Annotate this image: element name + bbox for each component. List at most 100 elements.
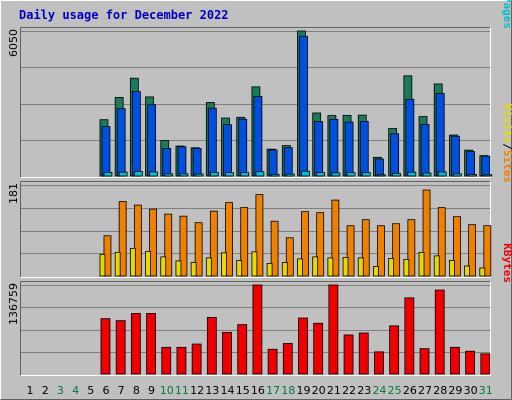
bar-sites (179, 215, 188, 277)
x-tick-label: 27 (418, 384, 432, 397)
bar-pages (392, 173, 402, 177)
bar-files (147, 104, 156, 177)
bar-visits (479, 267, 486, 277)
bar-pages (483, 174, 493, 177)
bar-visits (99, 253, 106, 277)
bar-pages (437, 171, 447, 177)
bar-pages (164, 173, 174, 177)
bar-files (390, 133, 400, 177)
bar-sites (392, 223, 401, 277)
bar-visits (145, 250, 151, 277)
bar-kbytes (237, 324, 248, 375)
bar-sites (225, 202, 233, 277)
legend-sites: Sites (501, 150, 512, 183)
bar-visits (388, 258, 395, 277)
chart-panels: 6050 Hits/Files/Pages 181 Visits/Sites 13675… (7, 0, 512, 376)
bar-visits (190, 262, 197, 277)
bar-kbytes (252, 284, 263, 375)
bar-visits (205, 257, 212, 277)
bar-sites (240, 207, 249, 277)
x-tick-label: 29 (448, 384, 462, 397)
bar-sites (164, 213, 173, 277)
bar-sites (149, 208, 157, 277)
x-tick-label: 26 (403, 384, 417, 397)
bar-kbytes (313, 322, 324, 375)
bar-files (131, 91, 141, 177)
bar-visits (373, 266, 379, 277)
bar-pages (285, 173, 295, 177)
bar-visits (175, 260, 182, 277)
legend: Hits/Files/Pages (501, 0, 512, 29)
bar-pages (453, 173, 462, 177)
legend-pages: Pages (501, 0, 512, 29)
bar-sites (118, 201, 127, 277)
bar-files (375, 158, 384, 177)
bar-sites (483, 225, 492, 277)
bar-files (283, 147, 293, 177)
bar-files (299, 35, 308, 177)
x-tick-label: 19 (296, 384, 310, 397)
bar-files (451, 135, 460, 177)
bar-visits (221, 252, 227, 277)
bar-pages (103, 172, 113, 177)
bar-pages (316, 172, 326, 177)
legend: Visits/Sites (501, 104, 512, 184)
bar-sites (255, 194, 264, 277)
bar-kbytes (465, 350, 476, 375)
x-tick-label: 22 (342, 384, 356, 397)
bar-visits (129, 247, 136, 277)
bar-files (268, 149, 278, 177)
x-tick-label: 9 (148, 384, 155, 397)
bar-sites (437, 207, 446, 277)
bar-kbytes (191, 343, 202, 375)
bar-sites (133, 204, 142, 277)
bar-visits (327, 257, 334, 277)
legend-separator: / (501, 143, 512, 150)
bar-kbytes (115, 320, 126, 375)
bar-kbytes (343, 334, 354, 375)
bar-pages (149, 171, 158, 177)
bar-visits (464, 265, 471, 277)
bar-sites (468, 224, 477, 277)
bar-sites (346, 225, 355, 277)
bar-files (344, 121, 354, 177)
x-tick-label: 23 (357, 384, 371, 397)
bar-visits (449, 260, 455, 277)
bar-files (359, 120, 369, 177)
y-max-label: 136759 (7, 283, 20, 325)
x-tick-label: 8 (133, 384, 140, 397)
bar-sites (331, 199, 340, 277)
bar-visits (236, 260, 243, 277)
bar-sites (316, 212, 325, 277)
x-tick-label: 30 (464, 384, 478, 397)
bar-kbytes (206, 316, 217, 375)
bar-visits (281, 262, 288, 277)
bar-sites (377, 225, 385, 277)
bar-visits (357, 257, 364, 277)
bar-sites (407, 219, 416, 277)
bar-pages (407, 171, 417, 177)
panel-sites-visits: 181 Visits/Sites (7, 104, 512, 278)
x-tick-label: 3 (57, 384, 64, 397)
bar-visits (266, 263, 273, 277)
x-tick-label: 4 (72, 384, 79, 397)
x-tick-label: 16 (251, 384, 265, 397)
bar-kbytes (389, 325, 400, 375)
bar-kbytes (374, 351, 384, 375)
bar-visits (433, 255, 440, 277)
x-axis-labels: 1 2 3 4 5 6 7 8 9 10 11 12 13 14 15 16 17 18 19 20 21 22 23 24 2… (27, 384, 493, 397)
bar-files (329, 119, 339, 177)
x-tick-label: 20 (312, 384, 326, 397)
bar-visits (160, 256, 167, 277)
legend-kbytes: KBytes (501, 243, 512, 283)
bar-kbytes (298, 317, 308, 375)
x-tick-label: 5 (87, 384, 94, 397)
bar-visits (418, 251, 425, 277)
bar-files (101, 126, 111, 177)
bar-pages (361, 172, 371, 177)
bar-pages (179, 173, 189, 177)
bar-kbytes (100, 318, 111, 375)
bar-kbytes (130, 313, 141, 375)
bar-sites (270, 220, 279, 277)
